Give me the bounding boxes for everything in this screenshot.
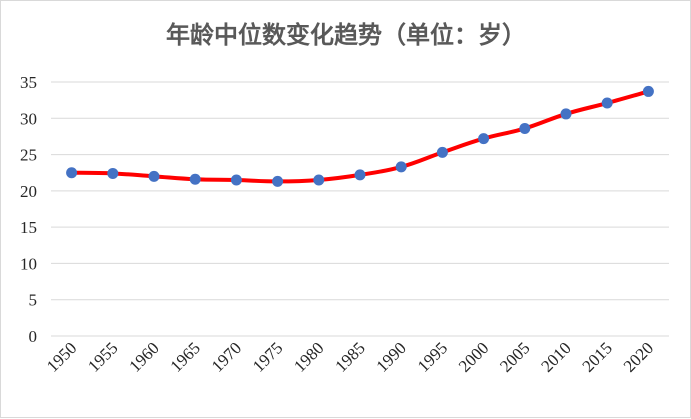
- data-point-1970: [230, 174, 242, 186]
- data-point-1995: [436, 146, 448, 158]
- y-tick-label: 35: [20, 73, 37, 92]
- y-axis-tick-labels: 0 5 10 15 20 25 30 35: [20, 73, 37, 346]
- x-tick-label: 1970: [208, 338, 245, 375]
- data-point-1955: [107, 167, 119, 179]
- data-point-1985: [354, 169, 366, 181]
- y-tick-label: 5: [29, 291, 38, 310]
- data-point-2005: [519, 122, 531, 134]
- x-tick-label: 2000: [455, 338, 492, 375]
- data-point-2015: [601, 97, 613, 109]
- data-point-1990: [395, 161, 407, 173]
- data-point-1965: [189, 173, 201, 185]
- x-tick-label: 1995: [414, 338, 451, 375]
- chart-title: 年龄中位数变化趋势（单位：岁）: [166, 20, 526, 49]
- data-point-1975: [272, 175, 284, 187]
- x-tick-label: 1955: [84, 338, 121, 375]
- data-point-2020: [642, 85, 654, 97]
- x-tick-label: 1950: [43, 338, 80, 375]
- x-tick-label: 2020: [620, 338, 657, 375]
- x-tick-label: 1965: [167, 338, 204, 375]
- x-tick-label: 2015: [579, 338, 616, 375]
- x-tick-label: 1960: [125, 338, 162, 375]
- x-tick-label: 2005: [496, 338, 533, 375]
- data-point-1980: [313, 174, 325, 186]
- x-tick-label: 1980: [290, 338, 327, 375]
- y-tick-label: 30: [20, 109, 37, 128]
- x-tick-label: 1990: [373, 338, 410, 375]
- series-line-0: [69, 89, 651, 184]
- data-point-2010: [560, 108, 572, 120]
- data-point-2000: [478, 133, 490, 145]
- gridlines: [51, 81, 669, 337]
- y-tick-label: 0: [29, 327, 38, 346]
- x-tick-label: 1975: [249, 338, 286, 375]
- data-points: [66, 85, 654, 187]
- x-tick-label: 1985: [331, 338, 368, 375]
- series: [69, 89, 651, 184]
- y-tick-label: 15: [20, 218, 37, 237]
- x-axis-tick-labels: 1950 1955 1960 1965 1970 1975 1980 1985 1990 1995…: [43, 338, 657, 375]
- y-tick-label: 10: [20, 254, 37, 273]
- y-tick-label: 20: [20, 182, 37, 201]
- y-tick-label: 25: [20, 146, 37, 165]
- x-tick-label: 2010: [537, 338, 574, 375]
- data-point-1960: [148, 170, 160, 182]
- data-point-1950: [66, 167, 78, 179]
